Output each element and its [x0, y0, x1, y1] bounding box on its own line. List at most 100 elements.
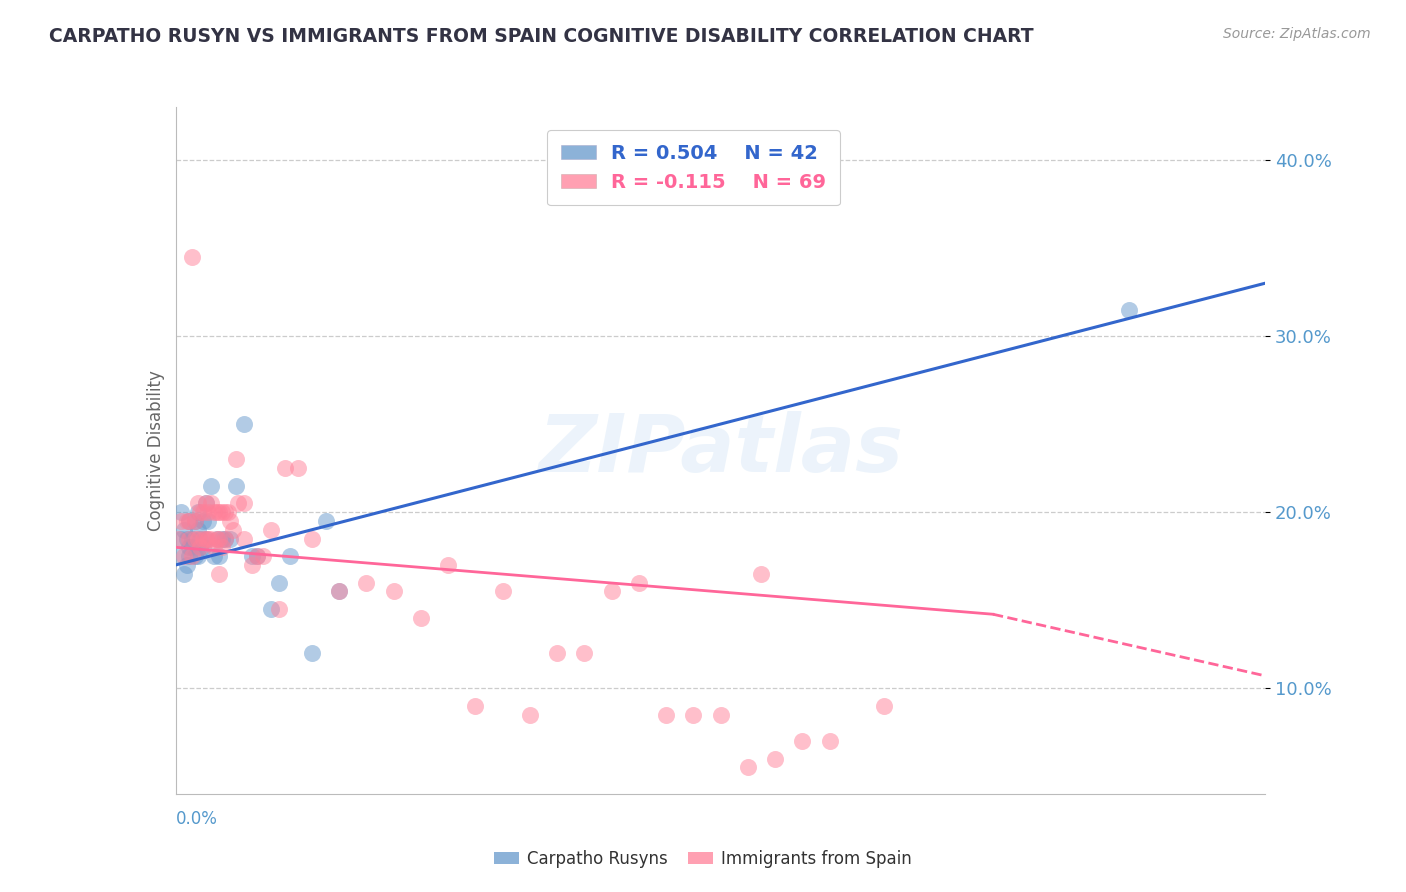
Point	[214, 532, 236, 546]
Point	[214, 532, 236, 546]
Point	[186, 496, 209, 510]
Point	[188, 505, 211, 519]
Point	[356, 575, 378, 590]
Point	[200, 532, 222, 546]
Point	[246, 549, 269, 563]
Text: 0.0%: 0.0%	[176, 811, 218, 829]
Point	[205, 532, 228, 546]
Text: ZIPatlas: ZIPatlas	[538, 411, 903, 490]
Point	[188, 541, 211, 555]
Point	[173, 523, 195, 537]
Point	[176, 558, 198, 572]
Point	[211, 532, 233, 546]
Point	[492, 584, 515, 599]
Point	[763, 752, 786, 766]
Point	[202, 541, 225, 555]
Point	[191, 514, 214, 528]
Text: Source: ZipAtlas.com: Source: ZipAtlas.com	[1223, 27, 1371, 41]
Point	[200, 496, 222, 510]
Point	[600, 584, 623, 599]
Point	[792, 734, 814, 748]
Point	[219, 514, 242, 528]
Point	[197, 532, 219, 546]
Point	[519, 707, 541, 722]
Point	[173, 549, 195, 563]
Point	[176, 514, 198, 528]
Point	[222, 523, 245, 537]
Point	[191, 532, 214, 546]
Point	[179, 549, 201, 563]
Text: CARPATHO RUSYN VS IMMIGRANTS FROM SPAIN COGNITIVE DISABILITY CORRELATION CHART: CARPATHO RUSYN VS IMMIGRANTS FROM SPAIN …	[49, 27, 1033, 45]
Point	[278, 549, 301, 563]
Point	[287, 461, 309, 475]
Point	[315, 514, 337, 528]
Point	[170, 514, 193, 528]
Point	[179, 514, 201, 528]
Point	[205, 505, 228, 519]
Point	[574, 646, 596, 660]
Point	[260, 523, 283, 537]
Point	[252, 549, 274, 563]
Point	[232, 417, 254, 431]
Point	[179, 532, 201, 546]
Point	[208, 532, 231, 546]
Point	[202, 505, 225, 519]
Point	[301, 532, 323, 546]
Point	[208, 566, 231, 581]
Point	[818, 734, 841, 748]
Point	[184, 514, 207, 528]
Point	[260, 602, 283, 616]
Point	[627, 575, 650, 590]
Point	[181, 250, 204, 264]
Point	[269, 575, 291, 590]
Point	[751, 566, 773, 581]
Point	[170, 505, 193, 519]
Point	[274, 461, 297, 475]
Point	[214, 505, 236, 519]
Point	[240, 558, 263, 572]
Point	[179, 541, 201, 555]
Point	[301, 646, 323, 660]
Y-axis label: Cognitive Disability: Cognitive Disability	[146, 370, 165, 531]
Point	[225, 452, 247, 467]
Point	[208, 505, 231, 519]
Point	[167, 549, 190, 563]
Point	[179, 514, 201, 528]
Point	[546, 646, 568, 660]
Point	[382, 584, 405, 599]
Point	[246, 549, 269, 563]
Point	[1118, 302, 1140, 317]
Point	[184, 549, 207, 563]
Point	[437, 558, 460, 572]
Point	[194, 496, 217, 510]
Point	[211, 541, 233, 555]
Point	[194, 532, 217, 546]
Point	[186, 549, 209, 563]
Point	[197, 514, 219, 528]
Point	[167, 532, 190, 546]
Point	[873, 698, 896, 713]
Point	[202, 549, 225, 563]
Legend: R = 0.504    N = 42, R = -0.115    N = 69: R = 0.504 N = 42, R = -0.115 N = 69	[547, 130, 839, 205]
Point	[191, 541, 214, 555]
Point	[464, 698, 486, 713]
Point	[188, 541, 211, 555]
Point	[269, 602, 291, 616]
Point	[170, 532, 193, 546]
Point	[228, 496, 250, 510]
Point	[240, 549, 263, 563]
Point	[186, 532, 209, 546]
Point	[186, 523, 209, 537]
Point	[176, 532, 198, 546]
Point	[191, 505, 214, 519]
Point	[181, 541, 204, 555]
Point	[186, 505, 209, 519]
Point	[188, 532, 211, 546]
Point	[217, 505, 239, 519]
Point	[194, 532, 217, 546]
Point	[328, 584, 350, 599]
Point	[211, 505, 233, 519]
Point	[409, 611, 432, 625]
Legend: Carpatho Rusyns, Immigrants from Spain: Carpatho Rusyns, Immigrants from Spain	[488, 844, 918, 875]
Point	[184, 532, 207, 546]
